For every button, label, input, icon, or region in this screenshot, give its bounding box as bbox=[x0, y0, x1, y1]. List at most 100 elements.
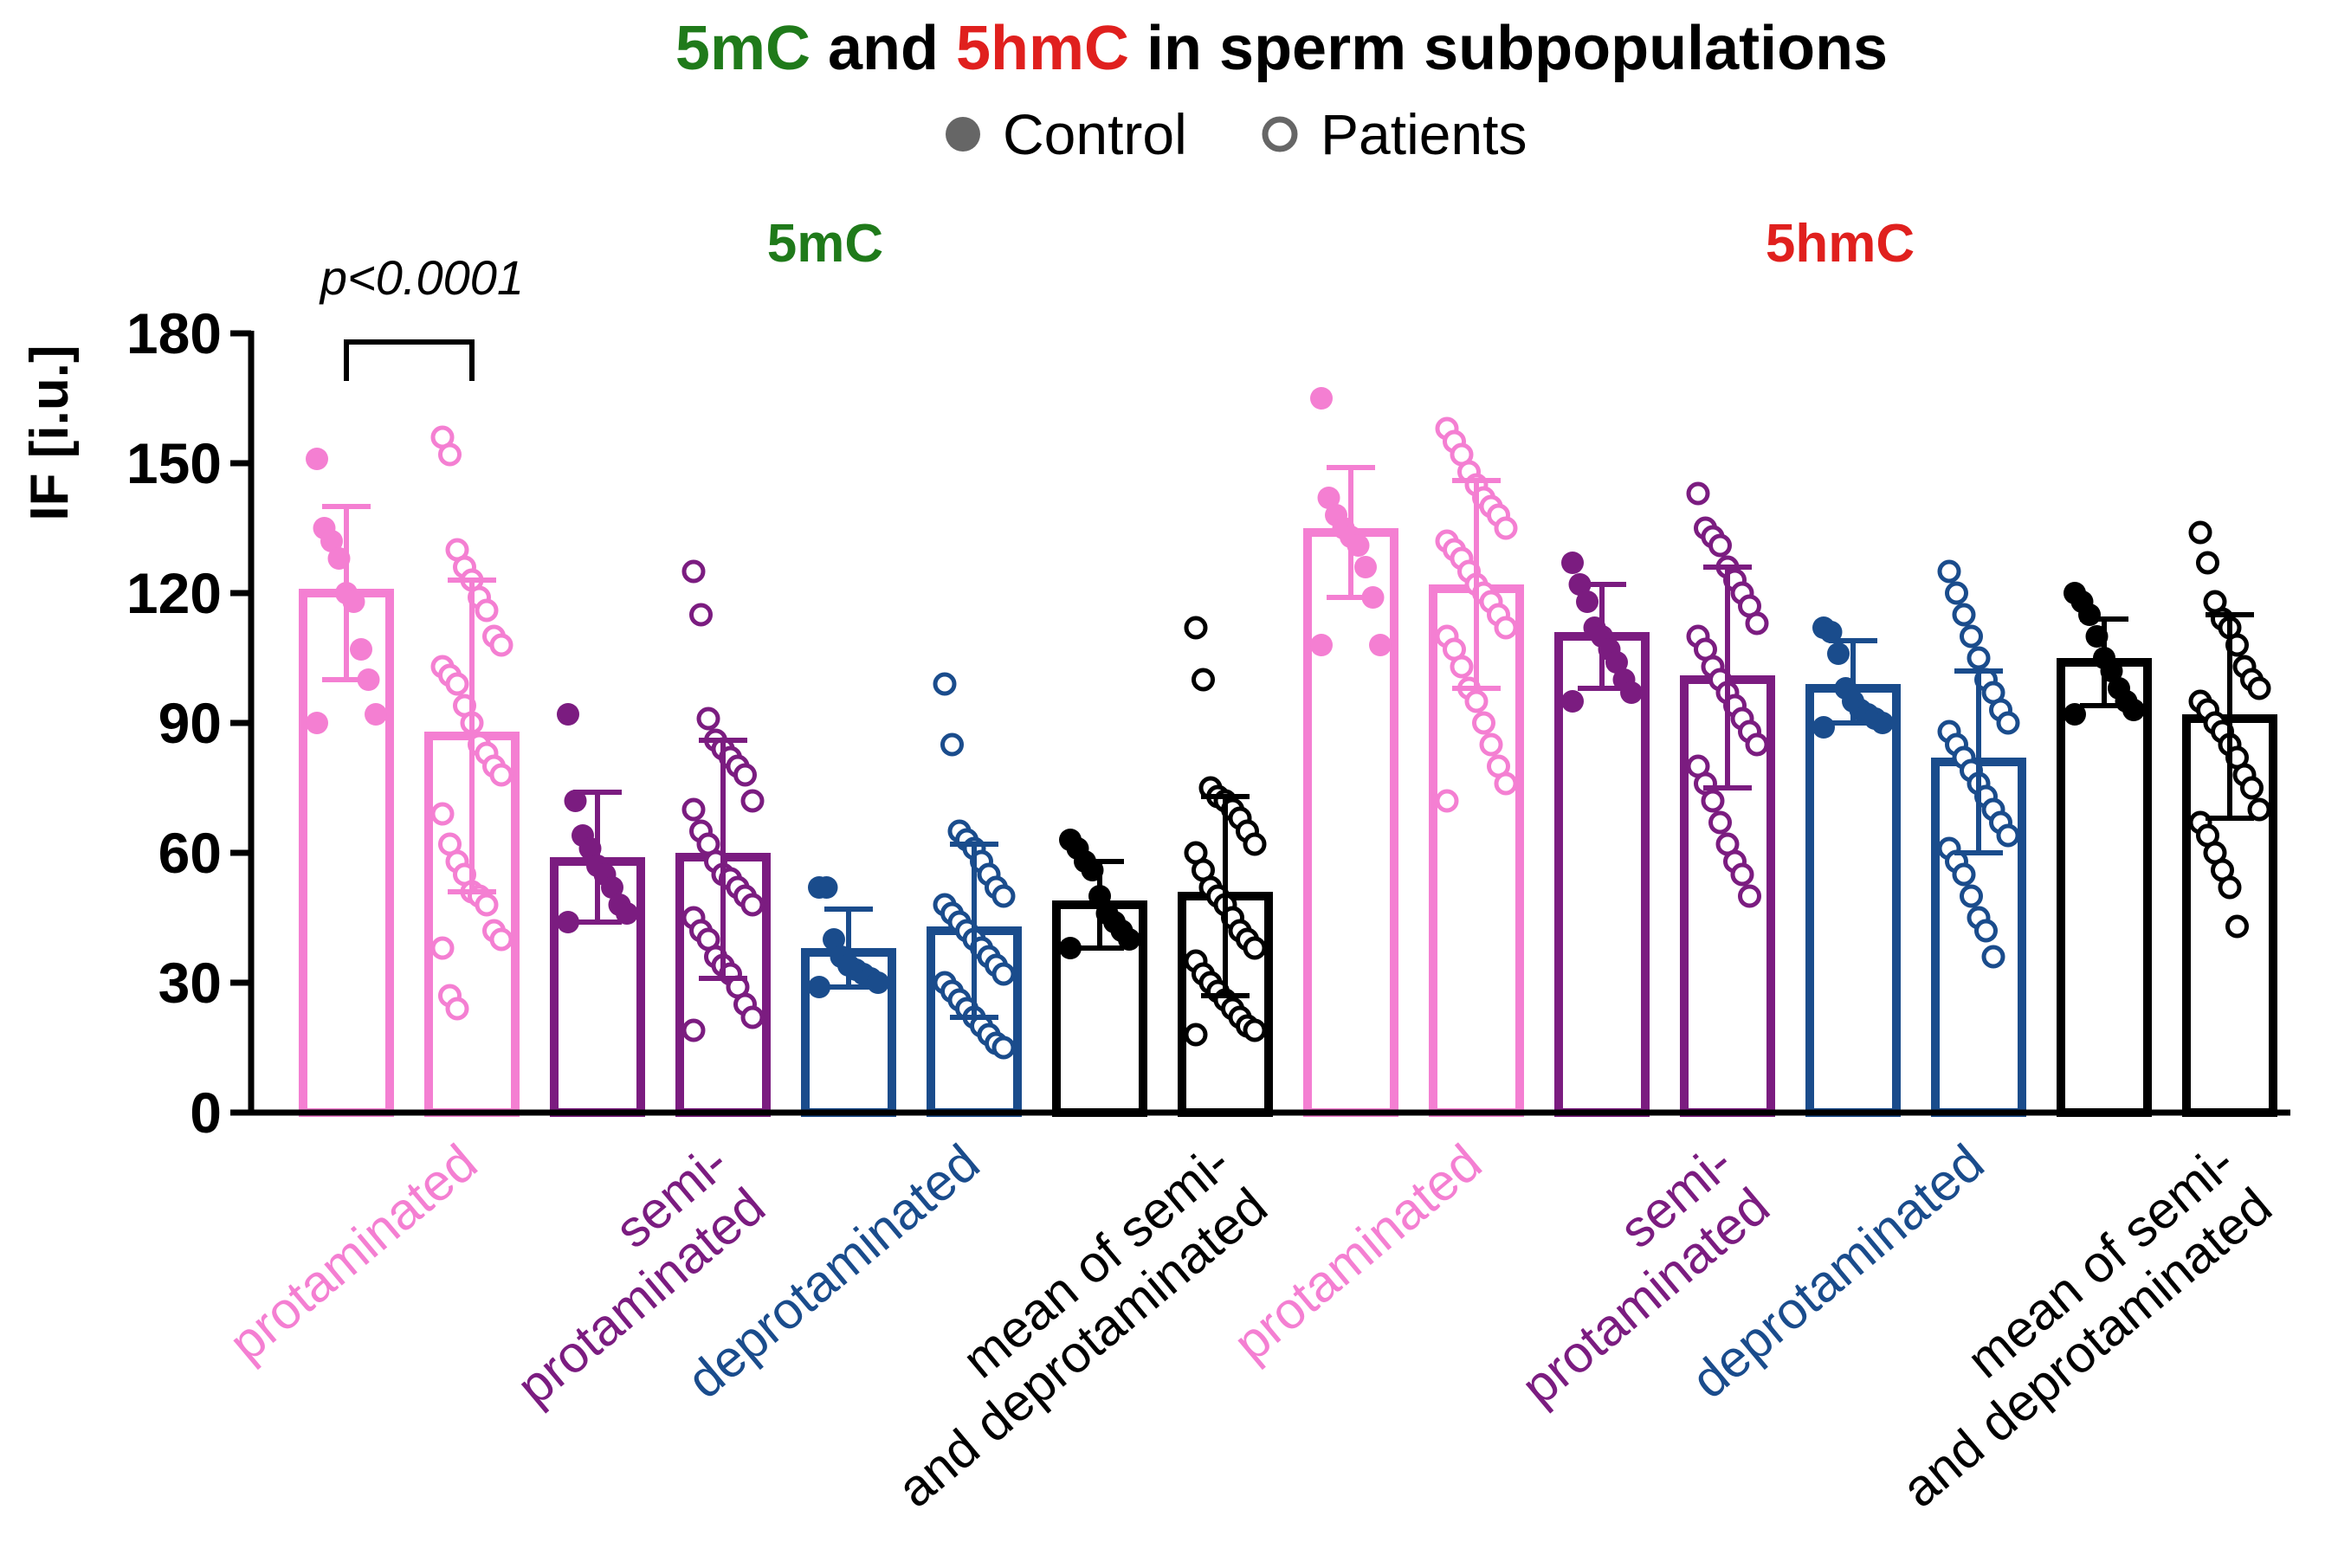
y-tick-label: 0 bbox=[190, 1081, 222, 1145]
data-point bbox=[2240, 776, 2264, 800]
data-point bbox=[2247, 797, 2271, 822]
bar-group bbox=[927, 672, 1022, 1117]
y-tick-label: 90 bbox=[158, 691, 222, 755]
bar-group bbox=[1805, 616, 1901, 1117]
data-point bbox=[1745, 732, 1769, 757]
data-point bbox=[681, 1018, 706, 1042]
data-point bbox=[438, 442, 462, 467]
data-point bbox=[320, 530, 343, 552]
data-point bbox=[557, 911, 579, 933]
data-point bbox=[1745, 611, 1769, 636]
data-point bbox=[733, 763, 757, 787]
data-point bbox=[867, 971, 889, 994]
bar-group bbox=[1554, 552, 1650, 1117]
data-point bbox=[1494, 516, 1518, 540]
data-point bbox=[1738, 884, 1761, 908]
data-point bbox=[2225, 914, 2249, 939]
data-point bbox=[1464, 689, 1489, 713]
data-point bbox=[991, 884, 1016, 908]
group-label-5mc: 5mC bbox=[767, 214, 883, 274]
data-point bbox=[740, 1005, 765, 1029]
data-point bbox=[1354, 556, 1377, 578]
data-point bbox=[557, 703, 579, 726]
data-point bbox=[1479, 732, 1503, 757]
bar-group bbox=[1178, 616, 1273, 1117]
legend-control-label: Control bbox=[1003, 102, 1187, 166]
legend-control-marker bbox=[946, 117, 980, 152]
data-point bbox=[475, 598, 499, 623]
data-point bbox=[601, 876, 623, 899]
x-category-label: protaminated bbox=[218, 1133, 488, 1372]
data-point bbox=[1974, 919, 1998, 943]
title-rest: in sperm subpopulations bbox=[1129, 14, 1888, 83]
data-point bbox=[740, 789, 765, 813]
data-point bbox=[2196, 551, 2219, 575]
data-point bbox=[1937, 559, 1961, 584]
bar-group bbox=[2182, 520, 2277, 1117]
data-point bbox=[445, 672, 469, 696]
bar-group bbox=[550, 703, 645, 1117]
bar-group bbox=[1429, 416, 1524, 1117]
data-point bbox=[1435, 789, 1459, 813]
x-category-label: protaminated bbox=[1223, 1133, 1492, 1372]
legend: Control Patients bbox=[946, 102, 1527, 166]
data-point bbox=[445, 997, 469, 1021]
data-point bbox=[1996, 823, 2020, 848]
data-point bbox=[1561, 552, 1584, 574]
data-point bbox=[1369, 634, 1392, 656]
data-point bbox=[306, 448, 328, 470]
bar-group bbox=[675, 559, 771, 1117]
data-point bbox=[1317, 487, 1340, 509]
data-point bbox=[1561, 690, 1584, 713]
data-point bbox=[1576, 590, 1598, 613]
title-5hmc: 5hmC bbox=[956, 14, 1129, 83]
data-point bbox=[1960, 624, 1983, 648]
data-point bbox=[696, 707, 720, 731]
data-point bbox=[1184, 616, 1208, 640]
data-point bbox=[306, 712, 328, 734]
chart-title: 5mC and 5hmC in sperm subpopulations bbox=[675, 14, 1888, 83]
x-label-line2: protaminated bbox=[218, 1133, 488, 1372]
plot-area bbox=[299, 387, 2277, 1117]
bar-group bbox=[2057, 582, 2152, 1117]
data-point bbox=[2218, 875, 2242, 900]
data-point bbox=[1945, 581, 1968, 605]
bar-group bbox=[299, 448, 394, 1117]
data-point bbox=[489, 763, 513, 787]
y-axis-label: IF [i.u.] bbox=[20, 345, 80, 520]
y-tick-label: 180 bbox=[126, 301, 222, 365]
data-point bbox=[1960, 884, 1983, 908]
data-point bbox=[2122, 699, 2145, 721]
data-point bbox=[1494, 616, 1518, 640]
data-point bbox=[1952, 603, 1976, 627]
data-point bbox=[430, 936, 455, 960]
data-point bbox=[1620, 681, 1643, 704]
bar-group bbox=[1680, 481, 1775, 1117]
y-tick-label: 150 bbox=[126, 431, 222, 495]
bar-group bbox=[1303, 387, 1398, 1117]
bar-group bbox=[801, 876, 896, 1117]
data-point bbox=[1686, 481, 1710, 506]
data-point bbox=[1981, 945, 2005, 969]
data-point bbox=[1243, 1018, 1267, 1042]
significance-bracket bbox=[344, 339, 475, 381]
data-point bbox=[1192, 668, 1215, 692]
data-point bbox=[1701, 789, 1725, 813]
data-point bbox=[808, 976, 830, 998]
data-point bbox=[564, 790, 587, 812]
legend-patients-marker bbox=[1262, 116, 1298, 152]
data-point bbox=[489, 927, 513, 952]
data-point bbox=[489, 633, 513, 657]
data-point bbox=[616, 902, 638, 925]
data-point bbox=[940, 732, 964, 757]
bar-group bbox=[1052, 829, 1147, 1117]
bar bbox=[2057, 658, 2152, 1117]
significance-annotation: p<0.0001 bbox=[319, 250, 524, 381]
legend-patients-label: Patients bbox=[1321, 102, 1527, 166]
title-and: and bbox=[811, 14, 956, 83]
data-point bbox=[1819, 621, 1843, 643]
y-tick-label: 60 bbox=[158, 821, 222, 885]
data-point bbox=[475, 893, 499, 917]
data-point bbox=[365, 703, 387, 726]
data-point bbox=[823, 928, 845, 951]
